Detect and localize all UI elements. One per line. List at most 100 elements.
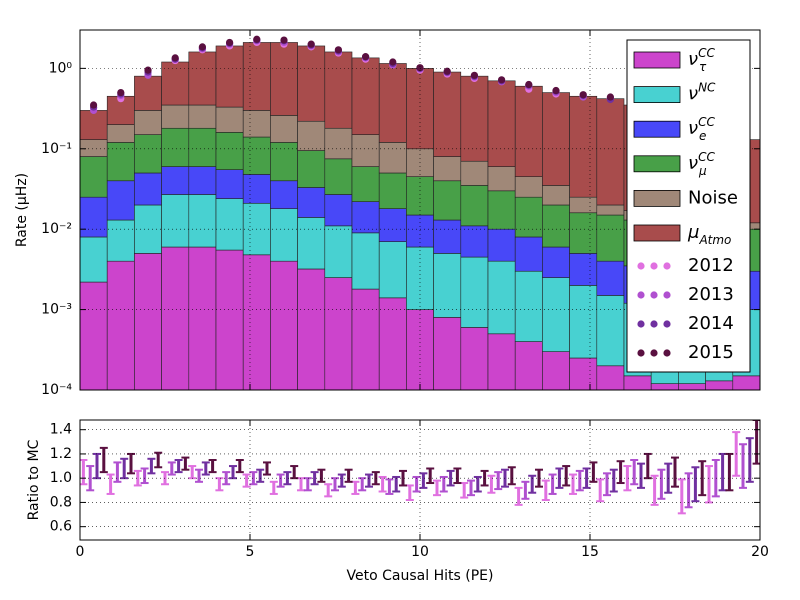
legend-marker: [650, 349, 658, 357]
stack-segment: [460, 256, 489, 328]
stack-segment: [351, 232, 380, 290]
legend-label: νNC: [688, 80, 716, 105]
legend-label: Noise: [688, 187, 738, 208]
error-bar: [412, 475, 421, 493]
error-bar: [167, 461, 176, 476]
stack-segment: [215, 249, 244, 390]
legend-subscript: τ: [699, 60, 707, 74]
data-point: [443, 67, 451, 75]
stack-segment: [378, 63, 407, 143]
y-tick-label: 0.8: [50, 494, 72, 510]
legend-name: Noise: [688, 187, 738, 208]
stack-segment: [460, 160, 489, 186]
stack-segment: [324, 51, 353, 129]
error-bar: [439, 475, 448, 493]
error-bar: [596, 478, 605, 503]
error-bar: [303, 477, 312, 492]
error-bar: [453, 467, 462, 485]
error-bar: [535, 468, 543, 488]
y-tick-label: 0.6: [50, 519, 72, 535]
error-bar: [269, 480, 278, 495]
stack-segment: [80, 139, 108, 157]
stack-segment: [406, 68, 434, 150]
stack-segment: [297, 120, 326, 151]
stack-segment: [106, 124, 135, 143]
legend-swatch: [633, 224, 681, 242]
stack-segment: [596, 365, 625, 390]
legend-name: μ: [687, 222, 699, 243]
error-bar: [446, 469, 455, 487]
error-bar: [222, 471, 231, 486]
legend-swatch: [633, 189, 681, 207]
stack-segment: [270, 42, 298, 116]
stack-segment: [542, 185, 570, 206]
stack-segment: [596, 214, 625, 262]
stack-segment: [242, 174, 271, 204]
error-bar: [643, 452, 652, 480]
error-bar: [677, 478, 686, 515]
error-bar: [691, 466, 700, 503]
stack-segment: [80, 196, 108, 238]
stack-segment: [106, 219, 135, 262]
data-point: [171, 54, 179, 62]
error-bar: [752, 420, 760, 465]
stack-segment: [514, 270, 543, 342]
stack-segment: [514, 236, 543, 272]
stack-segment: [134, 110, 162, 135]
error-bar: [473, 475, 482, 493]
legend-label: 2014: [688, 313, 734, 334]
stack-segment: [378, 142, 407, 174]
y-tick-label: 10⁻³: [41, 302, 72, 318]
legend-superscript: CC: [698, 115, 715, 129]
error-bar: [650, 474, 659, 506]
legend-marker: [663, 320, 671, 328]
error-bar: [671, 456, 679, 488]
legend-superscript: CC: [698, 46, 715, 60]
error-bar: [283, 471, 292, 486]
stack-segment: [596, 98, 625, 206]
error-bar: [698, 460, 707, 497]
stack-segment: [596, 260, 625, 296]
error-bar: [467, 479, 475, 497]
error-bar: [310, 471, 319, 486]
error-bar: [637, 462, 645, 489]
legend-label: 2015: [688, 342, 734, 363]
stack-segment: [378, 172, 407, 209]
stack-segment: [324, 158, 353, 195]
stack-segment: [215, 132, 244, 170]
data-point: [226, 38, 234, 47]
stack-segment: [161, 194, 190, 248]
error-bar: [181, 456, 190, 471]
error-bar: [603, 472, 611, 497]
error-bar: [242, 473, 251, 488]
error-bar: [249, 471, 258, 486]
error-bar: [487, 474, 496, 494]
error-bar: [507, 466, 516, 486]
data-point: [307, 40, 315, 48]
error-bar: [385, 478, 394, 495]
stack-segment: [460, 185, 489, 227]
stack-segment: [542, 92, 570, 186]
stack-segment: [542, 246, 570, 278]
x-tick-label: 20: [751, 544, 769, 560]
error-bar: [609, 468, 618, 493]
legend-marker: [663, 349, 671, 357]
legend-label: νCC e: [688, 115, 715, 143]
legend-name: ν: [688, 84, 698, 105]
legend-name: ν: [688, 49, 698, 70]
legend-name: 2012: [688, 255, 734, 276]
error-bar: [711, 459, 720, 498]
stack-segment: [569, 253, 598, 286]
y-tick-label: 10⁻⁴: [41, 382, 72, 398]
error-bar: [460, 482, 469, 499]
legend-name: ν: [688, 153, 698, 174]
error-bar: [106, 473, 115, 495]
stack-segment: [270, 260, 298, 390]
stack-segment: [324, 225, 353, 278]
error-bar: [154, 451, 163, 469]
stack-segment: [242, 254, 271, 390]
error-bar: [521, 480, 530, 500]
stack-segment: [351, 288, 380, 390]
y-tick-label: 10⁻¹: [41, 141, 72, 157]
